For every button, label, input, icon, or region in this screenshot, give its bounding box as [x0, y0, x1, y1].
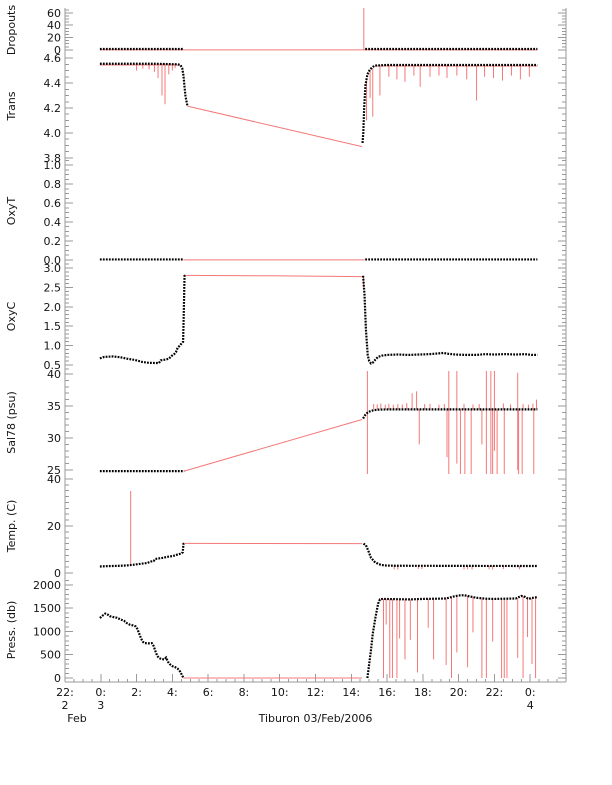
y-axis-title-temp: Temp. (C) [5, 500, 18, 554]
y-tick-label: 60 [47, 7, 61, 20]
x-tick-label: 10: [271, 686, 289, 699]
panel-oxyc: 0.5 1.0 1.5 2.0 2.5 3.0 OxyC [5, 262, 566, 372]
y-tick-label: 0 [54, 567, 61, 580]
panel-press: 0 500 1000 1500 2000 Press. (db) [5, 579, 566, 685]
x-tick-label: 16: [378, 686, 396, 699]
y-axis-title-oxyc: OxyC [5, 302, 18, 332]
y-axis-title-press: Press. (db) [5, 601, 18, 660]
y-tick-label: 40 [47, 473, 61, 486]
y-tick-label: 2.5 [44, 281, 62, 294]
good-series-sal78 [362, 408, 538, 420]
day-label: 4 [527, 699, 534, 712]
y-tick-label: 0.0 [44, 254, 62, 267]
y-tick-label: 1500 [33, 602, 61, 615]
y-tick-label: 0 [54, 44, 61, 57]
y-tick-label: 0.8 [44, 178, 62, 191]
y-tick-label: 40 [47, 368, 61, 381]
x-tick-label: 14: [342, 686, 360, 699]
y-tick-label: 40 [47, 19, 61, 32]
good-series-trans [361, 63, 538, 143]
x-tick-label: 22: [56, 686, 74, 699]
good-series-temp [362, 542, 538, 568]
y-tick-label: 0.2 [44, 235, 62, 248]
month-label: Feb [67, 712, 86, 725]
day-label: 3 [97, 699, 104, 712]
x-tick-label: 8: [239, 686, 250, 699]
panel-trans: 3.8 4.0 4.2 4.4 4.6 Trans [5, 52, 566, 165]
y-tick-label: 3.8 [44, 152, 62, 165]
y-tick-label: 4.0 [44, 127, 62, 140]
raw-series-oxyc [184, 274, 363, 278]
day-label: 2 [62, 699, 69, 712]
chart-title: Tiburon 03/Feb/2006 [258, 712, 373, 725]
y-tick-label: 0.4 [44, 216, 62, 229]
x-tick-label: 22: [486, 686, 504, 699]
y-tick-label: 500 [40, 649, 61, 662]
x-tick-label: 20: [450, 686, 468, 699]
y-tick-label: 4.6 [44, 52, 62, 65]
good-series-press [366, 594, 538, 679]
good-series-oxyc [361, 275, 538, 365]
x-tick-label: 6: [203, 686, 214, 699]
x-tick-label: 0: [95, 686, 106, 699]
x-tick-label: 4: [167, 686, 178, 699]
x-tick-label: 2: [131, 686, 142, 699]
y-tick-label: 1.0 [44, 159, 62, 172]
y-tick-label: 4.4 [44, 77, 62, 90]
y-tick-label: 20 [47, 32, 61, 45]
panel-oxyt: 0.0 0.2 0.4 0.6 0.8 1.0 OxyT [5, 159, 566, 267]
y-tick-label: 25 [47, 464, 61, 477]
y-axis-title-trans: Trans [5, 91, 18, 121]
y-tick-label: 2000 [33, 579, 61, 592]
good-series-temp [99, 542, 185, 568]
y-axis-title-dropouts: Dropouts [5, 5, 18, 55]
y-tick-label: 0 [54, 672, 61, 685]
y-tick-label: 35 [47, 400, 61, 413]
x-tick-label: 18: [414, 686, 432, 699]
y-tick-label: 1000 [33, 625, 61, 638]
x-tick-label: 12: [307, 686, 325, 699]
y-tick-label: 30 [47, 432, 61, 445]
y-tick-label: 1.0 [44, 340, 62, 353]
y-tick-label: 0.6 [44, 197, 62, 210]
good-series-oxyc [99, 274, 187, 365]
panel-sal78: 25 30 35 40 Sal78 (psu) [5, 368, 566, 477]
raw-series-trans [187, 105, 363, 148]
y-tick-label: 2.0 [44, 301, 62, 314]
y-axis-title-oxyt: OxyT [5, 197, 18, 226]
y-tick-label: 0.5 [44, 359, 62, 372]
y-tick-label: 4.2 [44, 102, 62, 115]
y-tick-label: 1.5 [44, 320, 62, 333]
y-axis-title-sal78: Sal78 (psu) [5, 391, 18, 454]
y-tick-label: 3.0 [44, 262, 62, 275]
raw-series-sal78 [184, 418, 363, 472]
good-series-press [99, 612, 185, 679]
panel-temp: 0 20 40 Temp. (C) [5, 473, 566, 580]
y-tick-label: 20 [47, 520, 61, 533]
x-tick-label: 0: [525, 686, 536, 699]
good-series-trans [99, 62, 189, 106]
